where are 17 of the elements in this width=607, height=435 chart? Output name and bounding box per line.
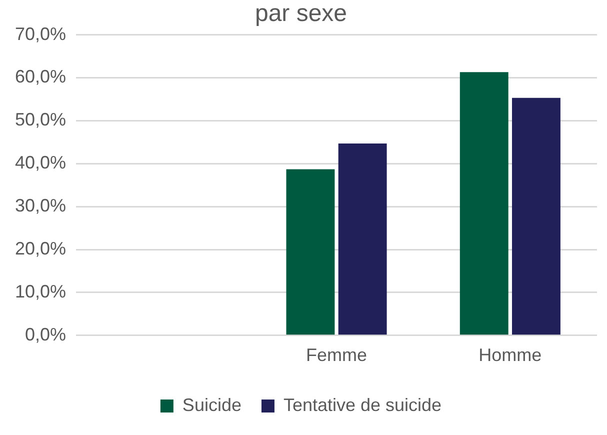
chart-title: par sexe	[254, 0, 348, 28]
legend-label: Suicide	[182, 394, 242, 415]
bar	[512, 98, 560, 335]
y-tick-label: 30,0%	[14, 196, 66, 216]
y-tick-label: 40,0%	[14, 152, 66, 173]
x-tick-label: Femme	[306, 345, 368, 366]
x-tick-label: Homme	[478, 345, 542, 366]
y-tick-label: 10,0%	[14, 281, 66, 302]
bar	[286, 169, 335, 335]
legend-label: Tentative de suicide	[283, 394, 442, 415]
y-tick-label: 60,0%	[14, 66, 66, 87]
y-tick-label: 0,0%	[25, 324, 66, 344]
y-tick-label: 20,0%	[14, 238, 66, 258]
y-tick-label: 50,0%	[14, 110, 66, 130]
bar	[338, 143, 387, 335]
y-tick-label: 70,0%	[14, 24, 66, 44]
bar	[460, 72, 508, 335]
